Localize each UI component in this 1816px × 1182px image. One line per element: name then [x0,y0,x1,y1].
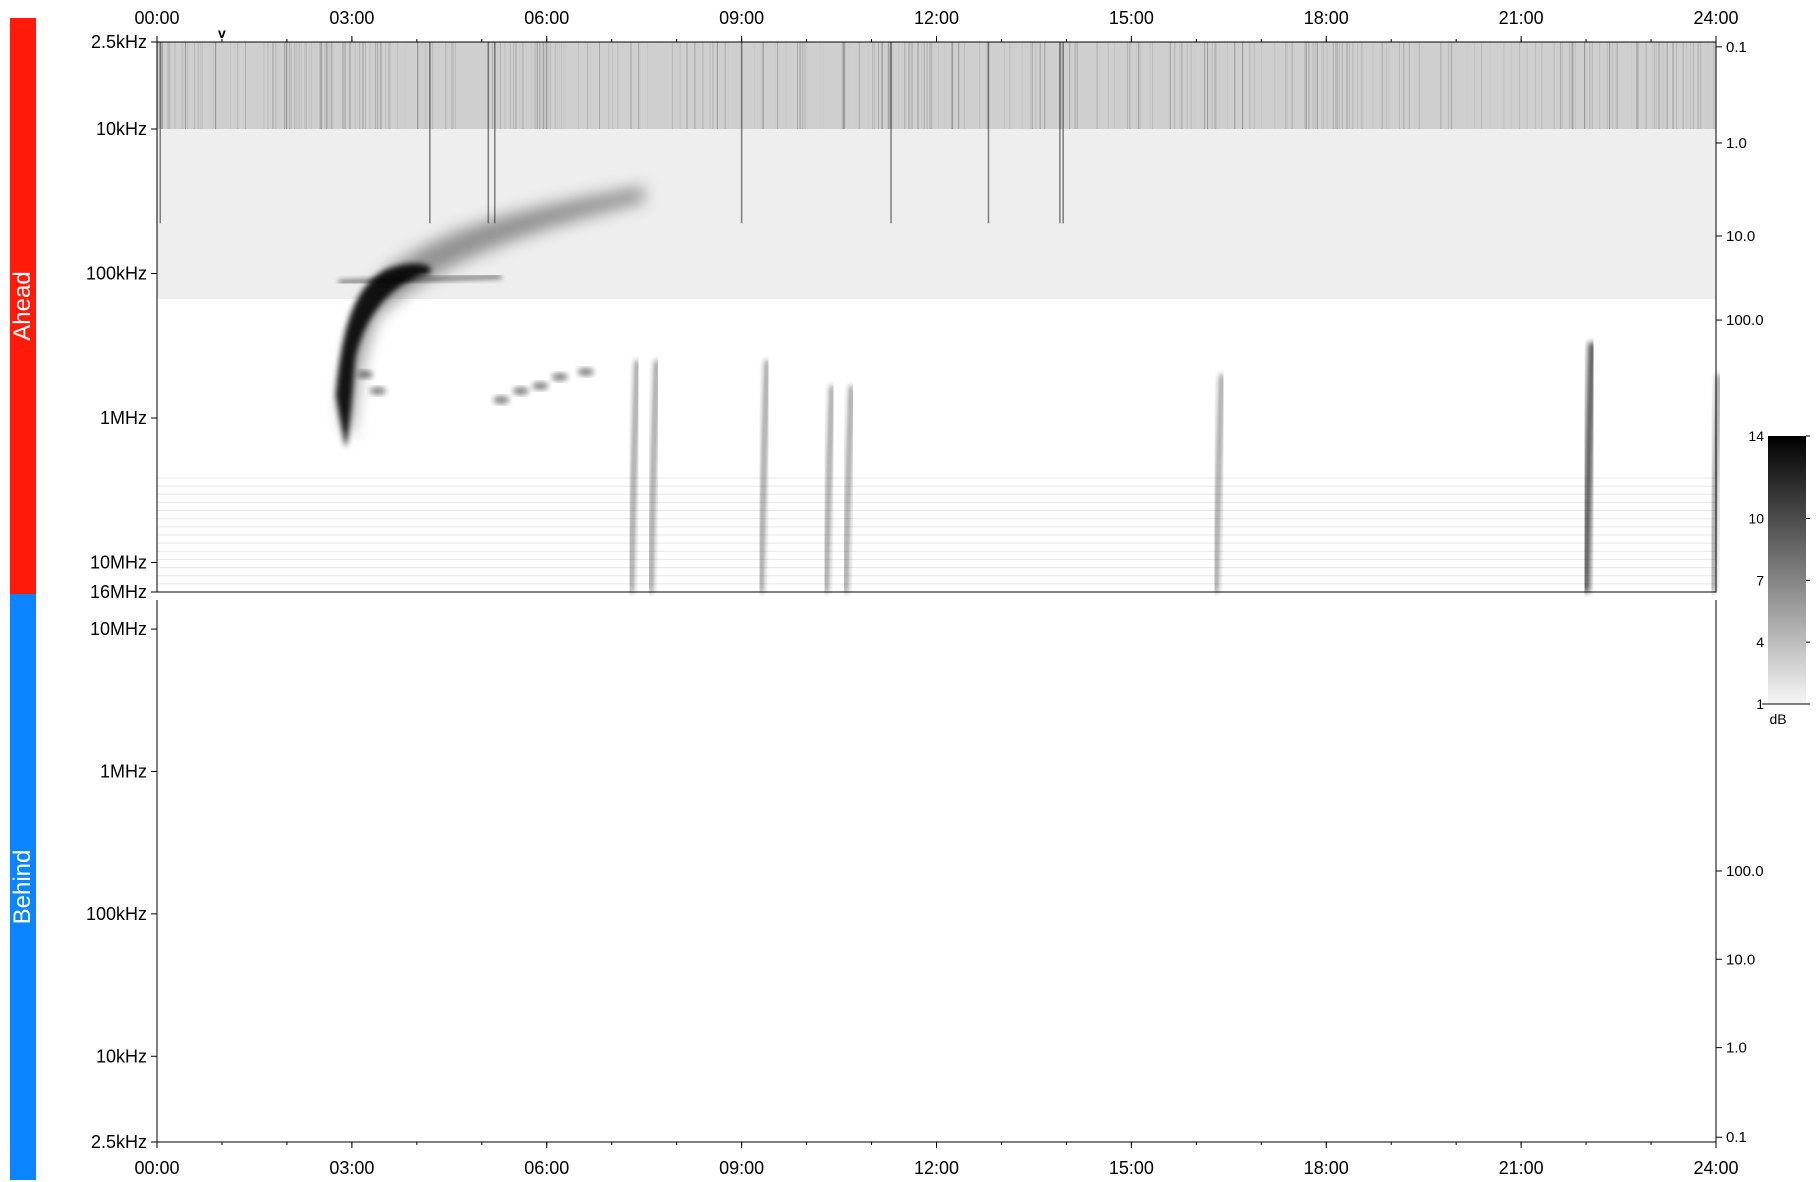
top-time-label: 00:00 [134,8,179,28]
behind-right-label: 0.1 [1726,1129,1747,1146]
behind-side-label: Behind [9,594,36,1180]
colorbar-label: 1 [1756,696,1764,712]
behind-right-label: 100.0 [1726,863,1764,880]
behind-freq-label: 100kHz [86,904,147,924]
type-ii-burst-lane [338,275,502,284]
ahead-freq-label: 16MHz [90,582,147,602]
behind-panel-background [157,600,1716,1142]
type-iii-burst [1214,374,1224,593]
top-time-label: 18:00 [1304,8,1349,28]
type-iii-burst [649,360,659,593]
burst-fragment [356,370,373,379]
ahead-right-label: 0.1 [1726,39,1747,56]
behind-right-label: 1.0 [1726,1040,1747,1057]
top-time-label: 21:00 [1499,8,1544,28]
burst-fragment [577,367,594,376]
behind-freq-label: 1MHz [100,761,147,781]
behind-freq-label: 10MHz [90,619,147,639]
top-time-label: 12:00 [914,8,959,28]
type-ii-burst [335,263,431,448]
ahead-right-label: 1.0 [1726,135,1747,152]
bottom-time-label: 21:00 [1499,1158,1544,1178]
behind-right-label: 10.0 [1726,951,1755,968]
bottom-time-label: 00:00 [134,1158,179,1178]
top-time-label: 24:00 [1693,8,1738,28]
type-iii-burst [629,360,639,593]
burst-fragment [493,395,510,404]
ahead-freq-label: 1MHz [100,408,147,428]
bottom-time-label: 18:00 [1304,1158,1349,1178]
colorbar-label: 14 [1748,428,1764,444]
bottom-time-label: 03:00 [329,1158,374,1178]
type-iii-burst [824,385,834,593]
bottom-time-label: 15:00 [1109,1158,1154,1178]
top-time-label: 15:00 [1109,8,1154,28]
burst-fragment [512,386,529,395]
event-marker: v [218,25,226,41]
burst-fragment [369,386,386,395]
ahead-freq-label: 100kHz [86,264,147,284]
bottom-time-label: 12:00 [914,1158,959,1178]
bottom-time-label: 24:00 [1693,1158,1738,1178]
bottom-time-label: 06:00 [524,1158,569,1178]
bottom-time-label: 09:00 [719,1158,764,1178]
colorbar-label: 4 [1756,634,1764,650]
top-time-label: 09:00 [719,8,764,28]
colorbar-label: 10 [1748,510,1764,526]
ahead-right-label: 10.0 [1726,228,1755,245]
ahead-freq-label: 10MHz [90,553,147,573]
ahead-panel [156,41,1721,593]
top-time-label: 03:00 [329,8,374,28]
type-iii-burst [1582,342,1596,593]
behind-freq-label: 2.5kHz [91,1132,147,1152]
type-iii-burst [1711,374,1721,593]
ahead-lowfreq-band [157,42,1716,129]
top-time-label: 06:00 [524,8,569,28]
ahead-freq-label: 2.5kHz [91,32,147,52]
type-ii-burst-halo [342,186,645,440]
behind-freq-label: 10kHz [96,1046,147,1066]
burst-fragment [532,381,549,390]
ahead-side-label: Ahead [9,18,36,594]
behind-panel [156,600,1717,1143]
burst-fragment [551,372,568,381]
ahead-right-label: 100.0 [1726,312,1764,329]
type-iii-burst [844,385,854,593]
colorbar [1768,436,1806,704]
colorbar-label: 7 [1756,572,1764,588]
ahead-freq-label: 10kHz [96,119,147,139]
colorbar-unit: dB [1769,711,1786,727]
type-iii-burst [759,360,769,593]
